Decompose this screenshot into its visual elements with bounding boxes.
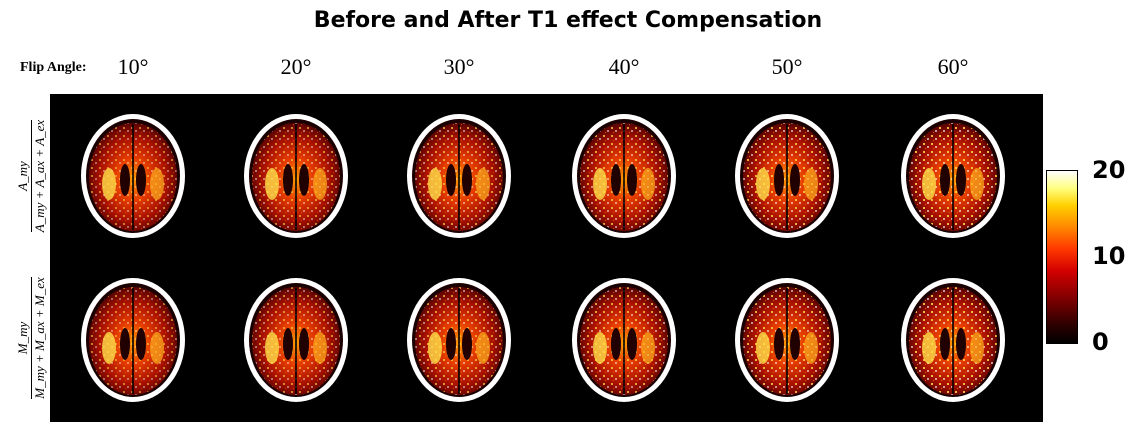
brain-map-r2-c2: [244, 278, 348, 402]
flip-angle-label: Flip Angle:: [20, 60, 87, 75]
brain-map-r1-c5: [735, 114, 839, 238]
brain-map-r1-c2: [244, 114, 348, 238]
colorbar-tick-0: 0: [1092, 328, 1109, 356]
brain-map-r2-c3: [407, 278, 511, 402]
brain-map-r1-c3: [407, 114, 511, 238]
colorbar: [1046, 170, 1078, 344]
flip-angle-30: 30°: [443, 54, 475, 79]
flip-angle-10: 10°: [117, 54, 149, 79]
row-label-amplitude-denominator: A_my + A_ax + A_ex: [32, 119, 47, 233]
brain-map-r2-c5: [735, 278, 839, 402]
brain-map-r2-c4: [572, 278, 676, 402]
brain-map-r1-c1: [81, 114, 185, 238]
row-label-magnitude-numerator: M_my: [15, 277, 32, 399]
row-label-amplitude: A_my A_my + A_ax + A_ex: [15, 101, 47, 251]
brain-map-r2-c1: [81, 278, 185, 402]
row-label-magnitude-denominator: M_my + M_ax + M_ex: [32, 277, 47, 399]
brain-maps-svg: [81, 114, 1005, 402]
colorbar-tick-20: 20: [1092, 156, 1126, 184]
brain-map-r2-c6: [901, 278, 1005, 402]
row-label-amplitude-numerator: A_my: [15, 119, 32, 233]
figure-title: Before and After T1 effect Compensation: [313, 8, 823, 33]
brain-map-r1-c4: [572, 114, 676, 238]
flip-angle-60: 60°: [937, 54, 969, 79]
brain-map-r1-c6: [901, 114, 1005, 238]
colorbar-tick-10: 10: [1092, 242, 1126, 270]
flip-angle-40: 40°: [608, 54, 640, 79]
brain-map-panel: [50, 94, 1043, 422]
row-label-magnitude: M_my M_my + M_ax + M_ex: [15, 263, 47, 413]
flip-angle-20: 20°: [280, 54, 312, 79]
flip-angle-50: 50°: [771, 54, 803, 79]
